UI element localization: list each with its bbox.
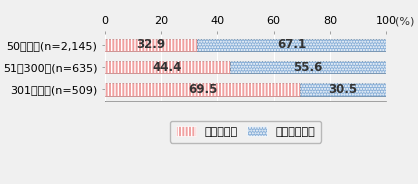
Bar	[301, 83, 386, 95]
Bar	[105, 39, 197, 51]
Text: 30.5: 30.5	[329, 83, 358, 96]
Bar	[105, 61, 230, 73]
Bar	[230, 61, 386, 73]
Bar	[105, 83, 301, 95]
Text: 32.9: 32.9	[137, 38, 166, 51]
Legend: 知っていた, 知らなかった: 知っていた, 知らなかった	[170, 121, 321, 143]
Bar	[197, 39, 386, 51]
Text: (%): (%)	[395, 17, 414, 26]
Bar	[230, 61, 386, 73]
Text: 44.4: 44.4	[153, 61, 182, 74]
Text: 55.6: 55.6	[293, 61, 323, 74]
Bar	[197, 39, 386, 51]
Bar	[105, 39, 197, 51]
Text: 69.5: 69.5	[188, 83, 217, 96]
Bar	[105, 61, 230, 73]
Text: 67.1: 67.1	[277, 38, 306, 51]
Bar	[105, 83, 301, 95]
Bar	[301, 83, 386, 95]
